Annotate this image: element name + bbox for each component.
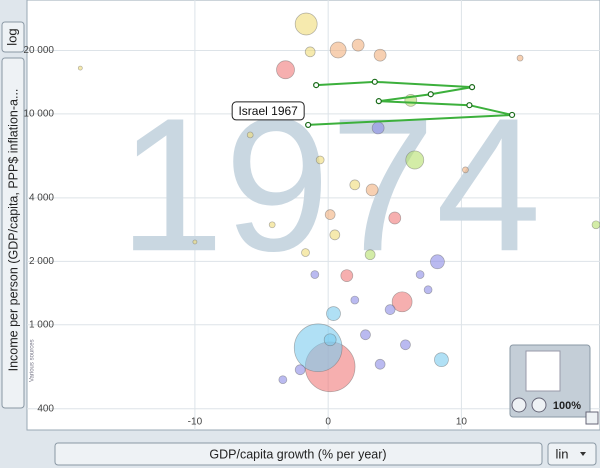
- bubble: [384, 304, 396, 315]
- bubble: [246, 131, 254, 139]
- bubble: [329, 229, 341, 241]
- y-tick-label: 10 000: [23, 109, 54, 120]
- bubble: [388, 211, 402, 225]
- bubble: [371, 121, 385, 135]
- bubble: [351, 38, 365, 52]
- annotation: Israel 1967: [238, 104, 298, 118]
- bubble: [294, 12, 318, 36]
- bubble: [400, 339, 411, 351]
- bubble: [294, 364, 306, 376]
- bubble: [326, 306, 341, 321]
- y-indicator-dropdown[interactable]: [1, 57, 25, 409]
- bubble: [364, 249, 376, 261]
- bubbles: Israel 1967: [77, 12, 600, 393]
- y-axis-label: Income per person (GDP/capita, PPP$ infl…: [6, 89, 20, 372]
- y-scale-button[interactable]: [1, 21, 25, 53]
- bubble: [423, 285, 433, 295]
- bubble: [405, 150, 425, 170]
- bubble: [329, 41, 347, 59]
- trail-point: [313, 82, 320, 89]
- minimap[interactable]: [525, 350, 561, 392]
- bubble: [278, 375, 288, 385]
- x-indicator-dropdown[interactable]: [54, 442, 543, 466]
- source-label: Various sources: [30, 339, 36, 382]
- annotation-box: [231, 101, 305, 121]
- trail-point: [375, 98, 382, 105]
- axes: 20 000 10 000 4 000 2 000 1 000 400 -10 0 10: [23, 45, 467, 428]
- bubble: [323, 333, 337, 347]
- bubble: [349, 179, 361, 191]
- y-tick-label: 4 000: [29, 192, 54, 203]
- x-axis-label: GDP/capita growth (% per year): [209, 447, 386, 461]
- bubble: [77, 65, 83, 71]
- bubble: [310, 270, 320, 279]
- bubble: [373, 48, 387, 62]
- bubble: [350, 295, 360, 305]
- trail-point: [427, 91, 434, 98]
- x-tick-label: 0: [325, 417, 331, 428]
- bubble: [304, 46, 316, 58]
- x-scale-label: lin: [555, 446, 568, 461]
- bubble: [340, 269, 354, 282]
- bubble: [293, 323, 343, 373]
- bubble: [365, 183, 379, 197]
- resize-handle[interactable]: [585, 411, 599, 425]
- trail-point: [305, 121, 312, 129]
- y-tick-label: 400: [37, 403, 54, 414]
- bubble: [434, 352, 449, 368]
- bubble: [301, 248, 310, 257]
- x-scale-button[interactable]: [547, 442, 597, 466]
- year-watermark: 1974: [119, 79, 542, 291]
- bubble: [391, 291, 413, 313]
- trail-point: [468, 84, 476, 91]
- bubble: [430, 254, 445, 270]
- bubble: [276, 60, 295, 80]
- trail-point: [466, 102, 473, 109]
- trail-line: [308, 80, 513, 126]
- bubble: [374, 358, 386, 370]
- bubble: [415, 270, 425, 279]
- y-tick-label: 2 000: [29, 256, 54, 267]
- dropdown-arrow: [580, 452, 586, 456]
- y-scale-label: log: [4, 28, 19, 45]
- bubble: [516, 54, 524, 62]
- trail-point: [371, 78, 378, 85]
- bubble: [315, 155, 325, 165]
- bubble: [324, 209, 336, 220]
- bubble: [462, 166, 469, 174]
- bubble: [360, 329, 371, 341]
- trail-point: [508, 111, 516, 119]
- bubble: [192, 239, 198, 245]
- bubble: [268, 221, 276, 229]
- zoom-out-button[interactable]: [531, 397, 547, 413]
- bubble: [591, 220, 600, 230]
- y-tick-label: 1 000: [29, 319, 54, 330]
- y-tick-label: 20 000: [23, 45, 54, 56]
- zoom-in-button[interactable]: [511, 397, 527, 413]
- zoom-label: 100%: [553, 400, 581, 412]
- x-tick-label: 10: [456, 417, 468, 428]
- x-tick-label: -10: [188, 417, 203, 428]
